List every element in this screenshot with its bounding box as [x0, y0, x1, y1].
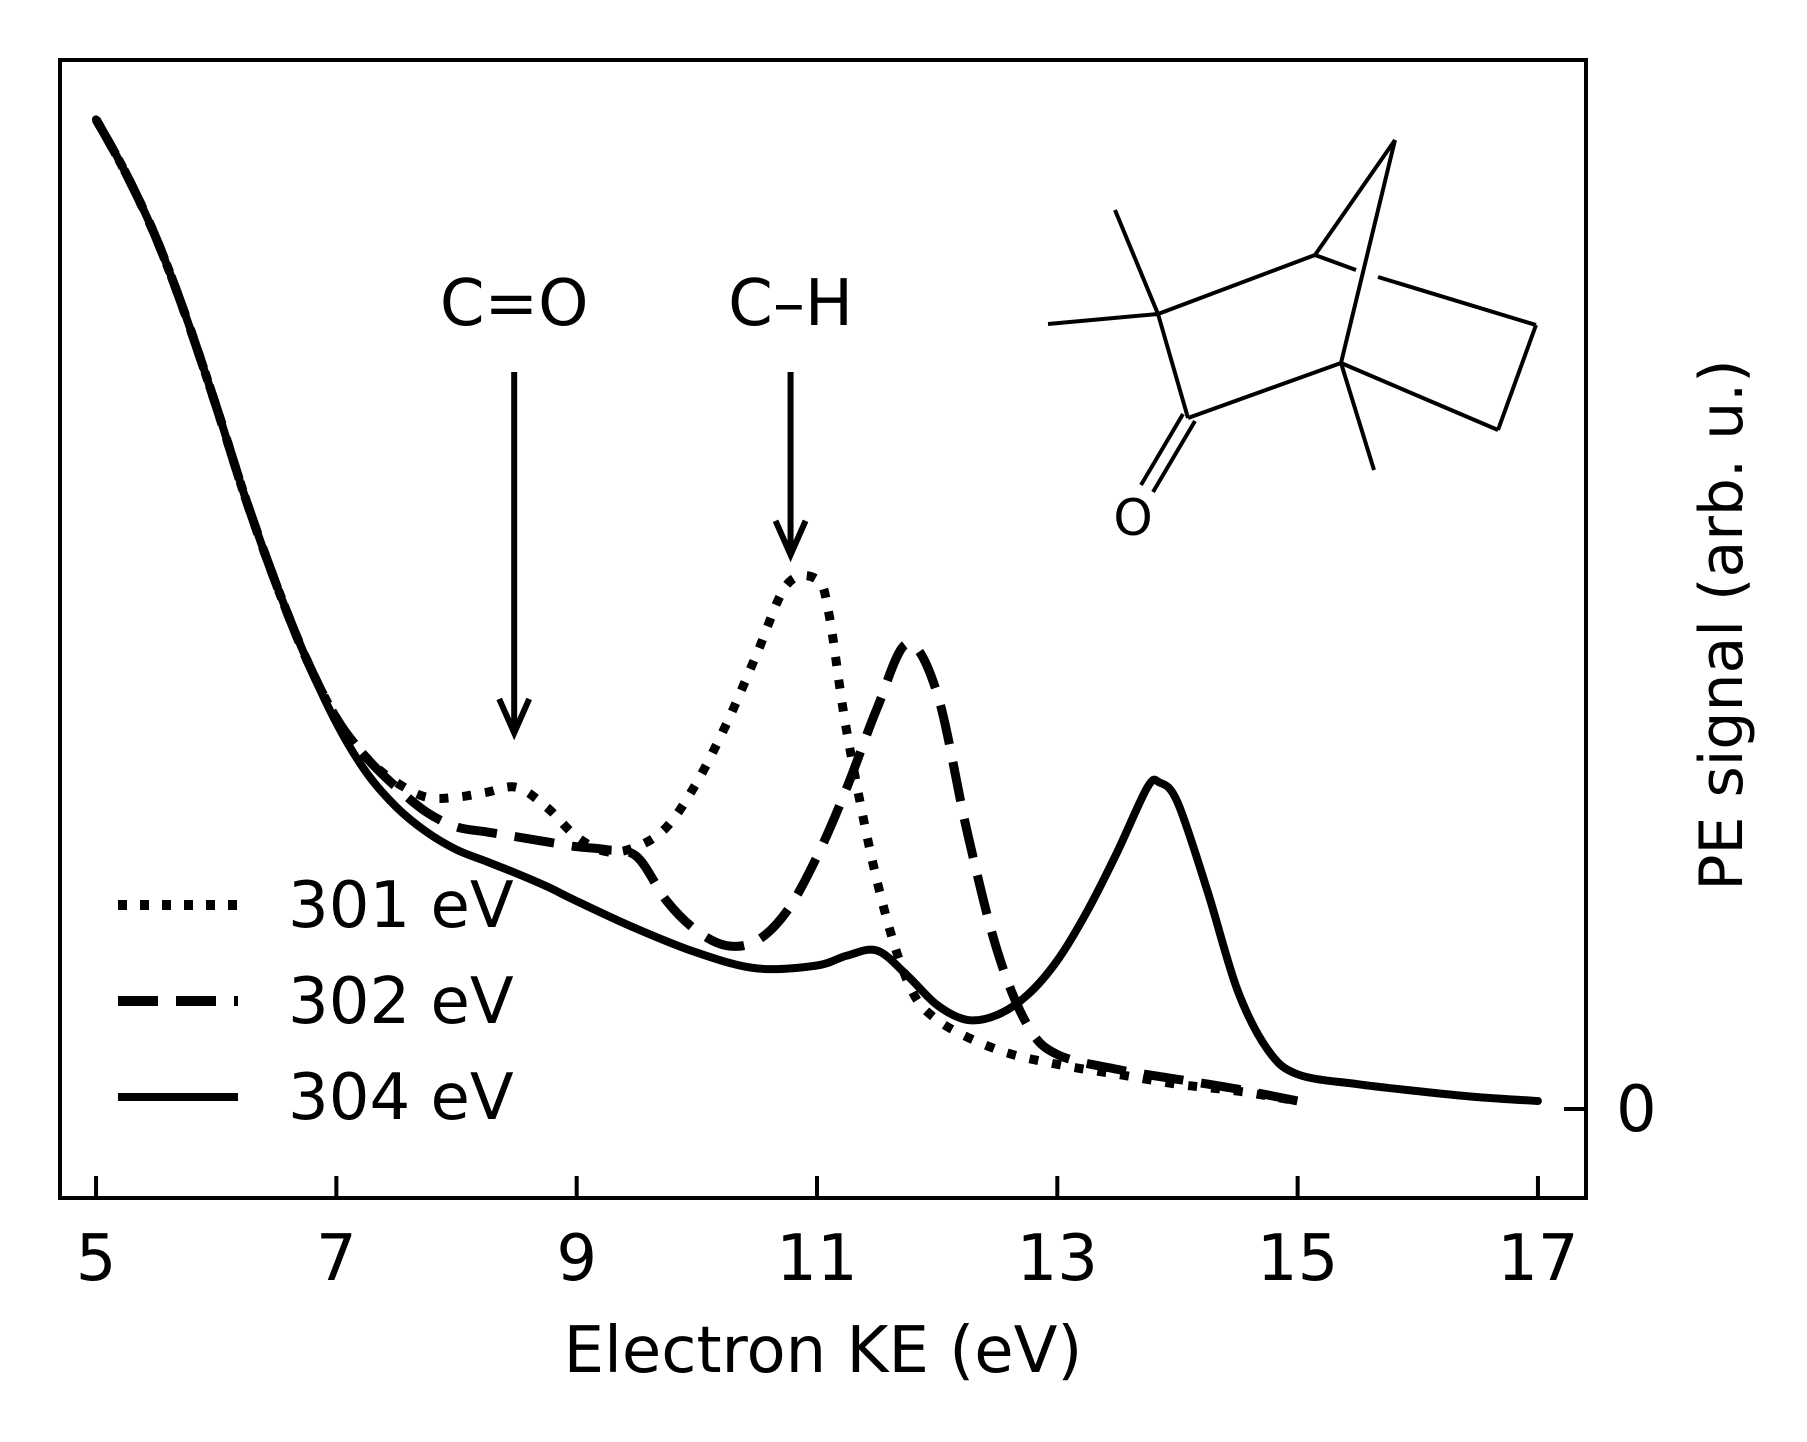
- legend-label-302: 302 eV: [288, 965, 514, 1039]
- annotation-layer: C=O C–H: [440, 267, 853, 741]
- series-line-304-ev: [92, 115, 1542, 1105]
- x-tick-label: 11: [776, 1222, 857, 1296]
- molecule-structure-inset: [1047, 138, 1538, 494]
- y-axis-title: PE signal (arb. u.): [1687, 359, 1757, 890]
- tick-group: 5 7 9 11 13 15 17 0: [76, 1073, 1657, 1296]
- x-tick-label: 5: [76, 1222, 117, 1296]
- legend-label-301: 301 eV: [288, 869, 514, 943]
- y-tick-label: 0: [1616, 1073, 1657, 1147]
- oxygen-atom-label: O: [1113, 489, 1152, 547]
- series-line-301-ev: [92, 117, 1299, 1106]
- series-layer: [92, 115, 1542, 1106]
- legend-label-304: 304 eV: [288, 1061, 514, 1135]
- annotation-label: C=O: [440, 267, 589, 341]
- x-tick-label: 7: [316, 1222, 357, 1296]
- x-tick-label: 9: [556, 1222, 597, 1296]
- x-tick-label: 17: [1497, 1222, 1578, 1296]
- legend: 301 eV 302 eV 304 eV: [118, 869, 514, 1135]
- x-tick-label: 15: [1257, 1222, 1338, 1296]
- annotation-arrow-head: [496, 697, 532, 741]
- annotation-label: C–H: [728, 267, 853, 341]
- plot-frame: [58, 58, 1588, 1200]
- annotation-arrow-head: [772, 519, 809, 563]
- x-tick-label: 13: [1017, 1222, 1098, 1296]
- x-axis-title: Electron KE (eV): [564, 1314, 1083, 1388]
